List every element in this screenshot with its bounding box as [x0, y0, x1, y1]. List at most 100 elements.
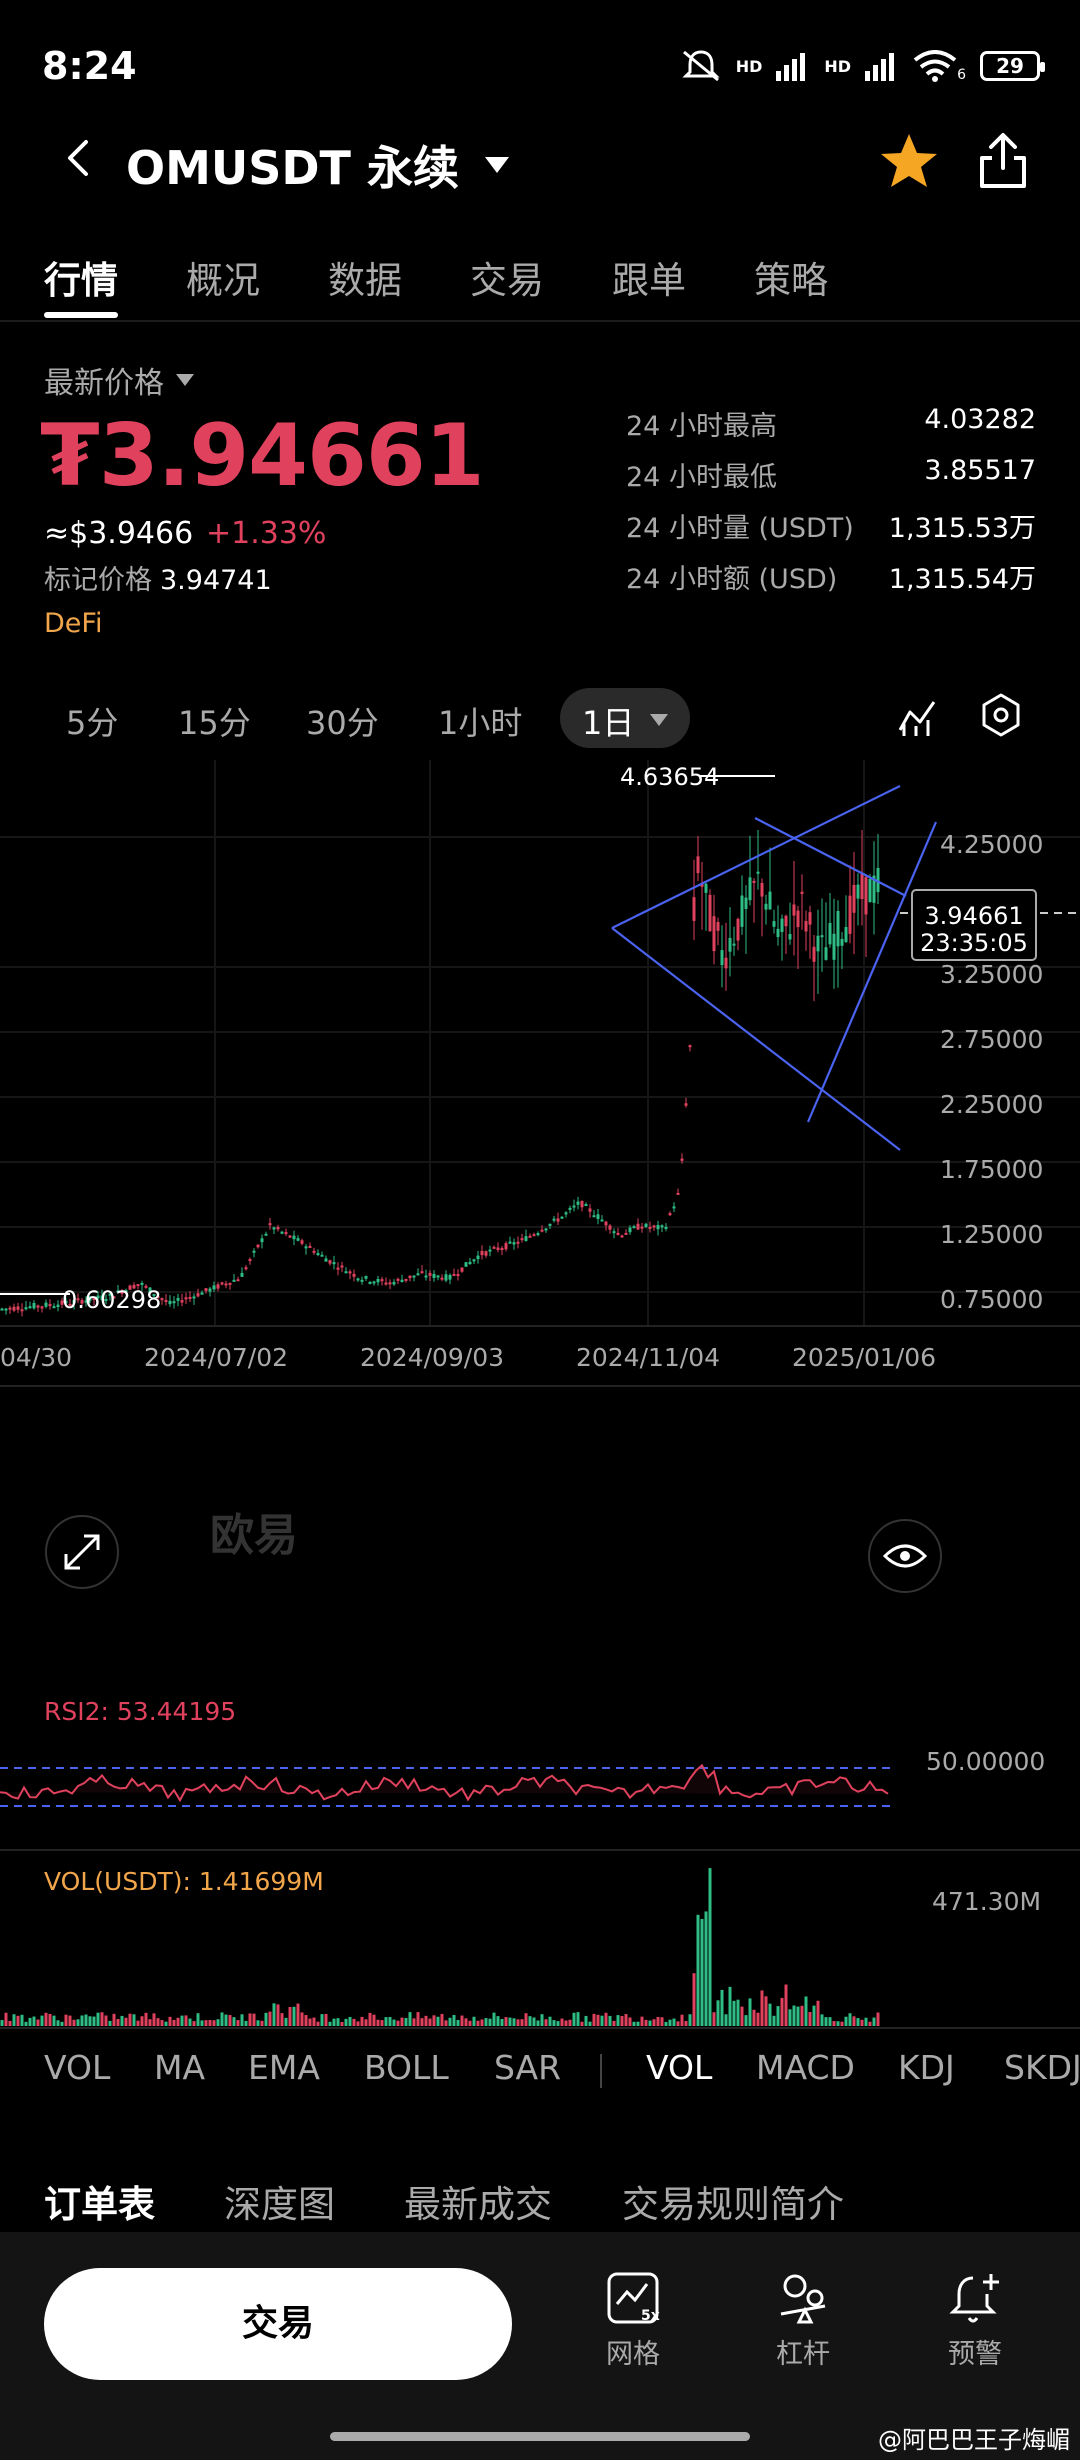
interval-1h[interactable]: 1小时	[438, 704, 523, 742]
price-change: +1.33%	[206, 516, 327, 551]
y-axis: 4.25000 3.25000 2.75000 2.25000 1.75000 1.250…	[940, 830, 1043, 1314]
indicator-boll[interactable]: BOLL	[364, 2048, 449, 2087]
battery-icon: 29	[980, 51, 1045, 81]
tab-depth[interactable]: 深度图	[224, 2183, 335, 2226]
indicator-vol-main[interactable]: VOL	[44, 2048, 111, 2087]
y-tick-label: 3.25000	[940, 960, 1043, 989]
stat-value: 3.85517	[924, 455, 1036, 486]
back-icon[interactable]	[58, 138, 98, 178]
grid-bot-icon: 5x	[607, 2272, 660, 2324]
tab-strategy[interactable]: 策略	[754, 259, 828, 302]
x-tick-label: 2024/11/04	[576, 1343, 720, 1372]
y-tick-label: 2.75000	[940, 1025, 1043, 1054]
bell-plus-icon	[949, 2274, 999, 2323]
status-icons: HD HD 6 29	[680, 48, 1045, 84]
stat-volume: 24 小时量 (USDT) 1,315.53万	[626, 506, 1036, 557]
stat-label: 24 小时量 (USDT)	[626, 513, 854, 544]
x-axis: 04/30 2024/07/02 2024/09/03 2024/11/04 2025/…	[0, 1343, 936, 1372]
current-price-box	[911, 889, 1037, 961]
vol-tick: 471.30M	[932, 1887, 1041, 1916]
usd-price: ≈$3.9466	[44, 516, 194, 551]
signal-1-icon	[776, 53, 806, 81]
interval-30m[interactable]: 30分	[306, 704, 379, 742]
alert-label: 预警	[948, 2339, 1002, 2370]
category-tag[interactable]: DeFi	[44, 608, 103, 639]
alert-button[interactable]: 预警	[920, 2270, 1030, 2371]
interval-5m[interactable]: 5分	[66, 704, 119, 742]
pair-selector[interactable]: OMUSDT 永续	[126, 132, 509, 198]
tab-recent-trades[interactable]: 最新成交	[404, 2183, 552, 2226]
rsi-tick: 50.00000	[926, 1747, 1045, 1776]
leverage-icon	[780, 2274, 826, 2324]
mark-price-label: 标记价格	[44, 565, 152, 596]
chart-settings-icon[interactable]	[978, 692, 1024, 738]
interval-1d-label: 1日	[582, 704, 635, 742]
wifi-icon	[913, 50, 957, 82]
stat-label: 24 小时最高	[626, 411, 777, 442]
eye-icon[interactable]	[868, 1519, 942, 1593]
chart-watermark: 欧易	[210, 1510, 298, 1561]
trade-button[interactable]: 交易	[44, 2268, 512, 2380]
x-tick-label: 2025/01/06	[792, 1343, 936, 1372]
stat-low: 24 小时最低 3.85517	[626, 455, 1036, 506]
main-tabs: 行情 概况 数据 交易 跟单 策略	[0, 232, 1080, 322]
indicator-kdj[interactable]: KDJ	[898, 2048, 955, 2087]
stat-turnover: 24 小时额 (USD) 1,315.54万	[626, 557, 1036, 608]
share-icon[interactable]	[974, 130, 1032, 192]
header: OMUSDT 永续	[0, 120, 1080, 200]
grid-lines	[0, 760, 1080, 1326]
wifi-sub-label: 6	[957, 67, 966, 83]
stat-value: 1,315.54万	[888, 564, 1036, 595]
stat-label: 24 小时额 (USD)	[626, 564, 838, 595]
star-icon[interactable]	[878, 130, 940, 192]
y-tick-label: 4.25000	[940, 830, 1043, 859]
indicator-macd[interactable]: MACD	[756, 2048, 855, 2087]
tab-market[interactable]: 行情	[44, 259, 118, 302]
current-price-label: 3.94661	[924, 902, 1023, 930]
tab-trading-rules[interactable]: 交易规则简介	[622, 2183, 844, 2226]
countdown-label: 23:35:05	[920, 929, 1028, 957]
high-label: 4.63654	[620, 763, 719, 791]
price-type-selector[interactable]: 最新价格	[44, 358, 194, 402]
y-tick-label: 2.25000	[940, 1090, 1043, 1119]
y-tick-label: 0.75000	[940, 1285, 1043, 1314]
tab-trade[interactable]: 交易	[470, 259, 544, 302]
fullscreen-icon[interactable]	[45, 1515, 119, 1589]
indicator-sar[interactable]: SAR	[494, 2048, 562, 2087]
tab-orderbook[interactable]: 订单表	[44, 2183, 155, 2226]
tab-copy[interactable]: 跟单	[612, 259, 686, 302]
chevron-down-icon	[484, 157, 509, 173]
pair-title: OMUSDT 永续	[126, 141, 459, 195]
price-type-label: 最新价格	[44, 366, 164, 401]
last-price: ₮3.94661	[40, 406, 485, 506]
indicator-skdj[interactable]: SKDJ	[1004, 2048, 1080, 2087]
indicator-ma[interactable]: MA	[154, 2048, 206, 2087]
volume-bars	[0, 1868, 880, 2026]
indicator-icon[interactable]	[896, 694, 940, 738]
signal-1-label: HD	[735, 56, 763, 76]
home-indicator[interactable]	[330, 2432, 750, 2441]
stat-value: 4.03282	[924, 404, 1036, 435]
price-chart[interactable]: 欧易 4.25000 3.25000 2.75000 2.25000 1.75000 1.…	[0, 760, 1080, 2030]
x-tick-label: 2024/07/02	[144, 1343, 288, 1372]
status-time: 8:24	[42, 44, 137, 88]
tab-indicator	[44, 312, 118, 318]
divider	[600, 2054, 602, 2088]
grid-label: 网格	[606, 2339, 660, 2370]
leverage-button[interactable]: 杠杆	[748, 2270, 858, 2371]
stat-value: 1,315.53万	[888, 513, 1036, 544]
tab-overview[interactable]: 概况	[186, 259, 260, 302]
mute-icon	[682, 50, 720, 82]
indicator-vol-sub[interactable]: VOL	[646, 2048, 713, 2087]
tab-data[interactable]: 数据	[328, 259, 402, 302]
low-label: 0.60298	[62, 1286, 161, 1314]
indicator-ema[interactable]: EMA	[248, 2048, 320, 2087]
interval-15m[interactable]: 15分	[178, 704, 251, 742]
stats-panel: 24 小时最高 4.03282 24 小时最低 3.85517 24 小时量 (US…	[626, 404, 1036, 608]
grid-button[interactable]: 5x 网格	[578, 2270, 688, 2371]
rsi-line	[0, 1763, 889, 1803]
y-tick-label: 1.75000	[940, 1155, 1043, 1184]
x-tick-label: 04/30	[0, 1343, 72, 1372]
interval-1d[interactable]: 1日	[560, 688, 690, 748]
interval-bar: 5分 15分 30分 1小时 1日	[0, 684, 1080, 754]
